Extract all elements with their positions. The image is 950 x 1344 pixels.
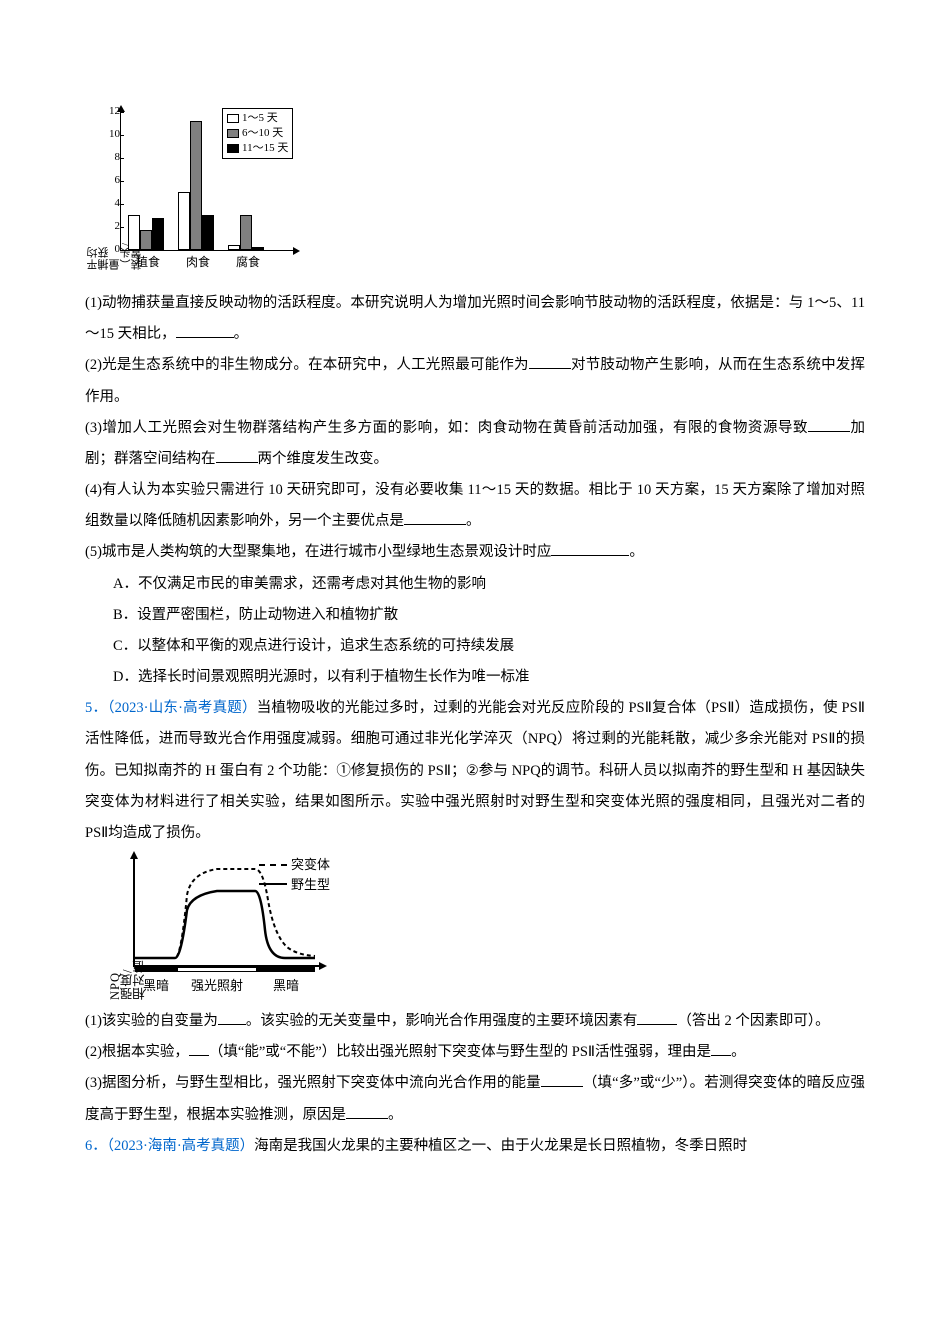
legend-label: 突变体 [291,855,330,875]
blank [637,1010,677,1025]
p5-question-3: (3)据图分析，与野生型相比，强光照射下突变体中流向光合作用的能量（填“多”或“… [85,1068,865,1130]
question-2: (2)光是生态系统中的非生物成分。在本研究中，人工光照最可能作为对节肢动物产生影… [85,350,865,412]
x-label: 强光照射 [177,975,257,994]
y-axis [120,110,121,250]
p5-question-1: (1)该实验的自变量为。该实验的无关变量中，影响光合作用强度的主要环境因素有（答… [85,1006,865,1037]
chart-legend: 突变体 野生型 [259,855,330,894]
blank [711,1042,731,1057]
blank [541,1073,583,1088]
x-segment-dark [135,967,177,972]
blank [189,1042,209,1057]
blank [808,417,850,432]
ytick: 8 [106,151,120,163]
bar-chart: 平均捕获量（头/装置） 0 2 4 6 8 10 12 植食 肉食 腐食 [90,110,865,270]
source-tag: （2023·山东·高考真题） [107,700,257,716]
option-d: D．选择长时间景观照明光源时，以有利于植物生长作为唯一标准 [85,662,865,693]
option-a: A．不仅满足市民的审美需求，还需考虑对其他生物的影响 [85,569,865,600]
bar [152,218,164,250]
blank [176,323,234,338]
x-label: 肉食 [178,253,218,270]
source-tag: （2023·海南·高考真题） [107,1138,254,1154]
blank [529,355,571,370]
page: 平均捕获量（头/装置） 0 2 4 6 8 10 12 植食 肉食 腐食 [0,0,950,1202]
option-b: B．设置严密围栏，防止动物进入和植物扩散 [85,600,865,631]
blank [346,1104,388,1119]
question-3: (3)增加人工光照会对生物群落结构产生多方面的影响，如：肉食动物在黄昏前活动加强… [85,413,865,475]
question-number: 5． [85,700,107,716]
problem-5: 5．（2023·山东·高考真题）当植物吸收的光能过多时，过剩的光能会对光反应阶段… [85,693,865,849]
x-label: 腐食 [228,253,268,270]
blank [551,542,629,557]
question-4: (4)有人认为本实验只需进行 10 天研究即可，没有必要收集 11～15 天的数… [85,475,865,537]
legend-label: 1～5 天 [242,111,278,126]
ytick: 10 [106,128,120,140]
dash-icon [259,864,287,866]
bar [252,247,264,250]
ytick: 12 [106,105,120,117]
p5-question-2: (2)根据本实验，（填“能”或“不能”）比较出强光照射下突变体与野生型的 PSⅡ… [85,1037,865,1068]
bar [128,215,140,250]
problem-6: 6．（2023·海南·高考真题）海南是我国火龙果的主要种植区之一、由于火龙果是长… [85,1131,865,1162]
bar [202,215,214,250]
bar [240,215,252,250]
x-segment-light [177,967,257,972]
x-axis [120,250,295,251]
question-5: (5)城市是人类构筑的大型聚集地，在进行城市小型绿地生态景观设计时应。 [85,537,865,568]
x-axis-arrow [293,247,300,255]
legend-label: 野生型 [291,875,330,895]
bar [178,192,190,250]
chart-legend: 1～5 天 6～10 天 11～15 天 [222,108,293,159]
x-label: 黑暗 [257,975,315,994]
legend-label: 11～15 天 [242,141,288,156]
ytick: 2 [106,220,120,232]
blank [216,448,258,463]
blank [404,510,466,525]
solid-icon [259,883,287,885]
x-label: 黑暗 [135,975,177,994]
question-number: 6． [85,1138,107,1154]
bar [190,121,202,250]
legend-label: 6～10 天 [242,126,283,141]
blank [218,1010,246,1025]
ytick: 6 [106,174,120,186]
x-label: 植食 [128,253,168,270]
ytick: 4 [106,197,120,209]
option-c: C．以整体和平衡的观点进行设计，追求生态系统的可持续发展 [85,631,865,662]
bar [228,245,240,250]
line-chart: NPQ强度/相对值 黑暗 强光照射 黑暗 突变体 野生型 [105,855,865,1000]
question-1: (1)动物捕获量直接反映动物的活跃程度。本研究说明人为增加光照时间会影响节肢动物… [85,288,865,350]
bar [140,230,152,250]
x-segment-dark [257,967,315,972]
ytick: 0 [106,243,120,255]
